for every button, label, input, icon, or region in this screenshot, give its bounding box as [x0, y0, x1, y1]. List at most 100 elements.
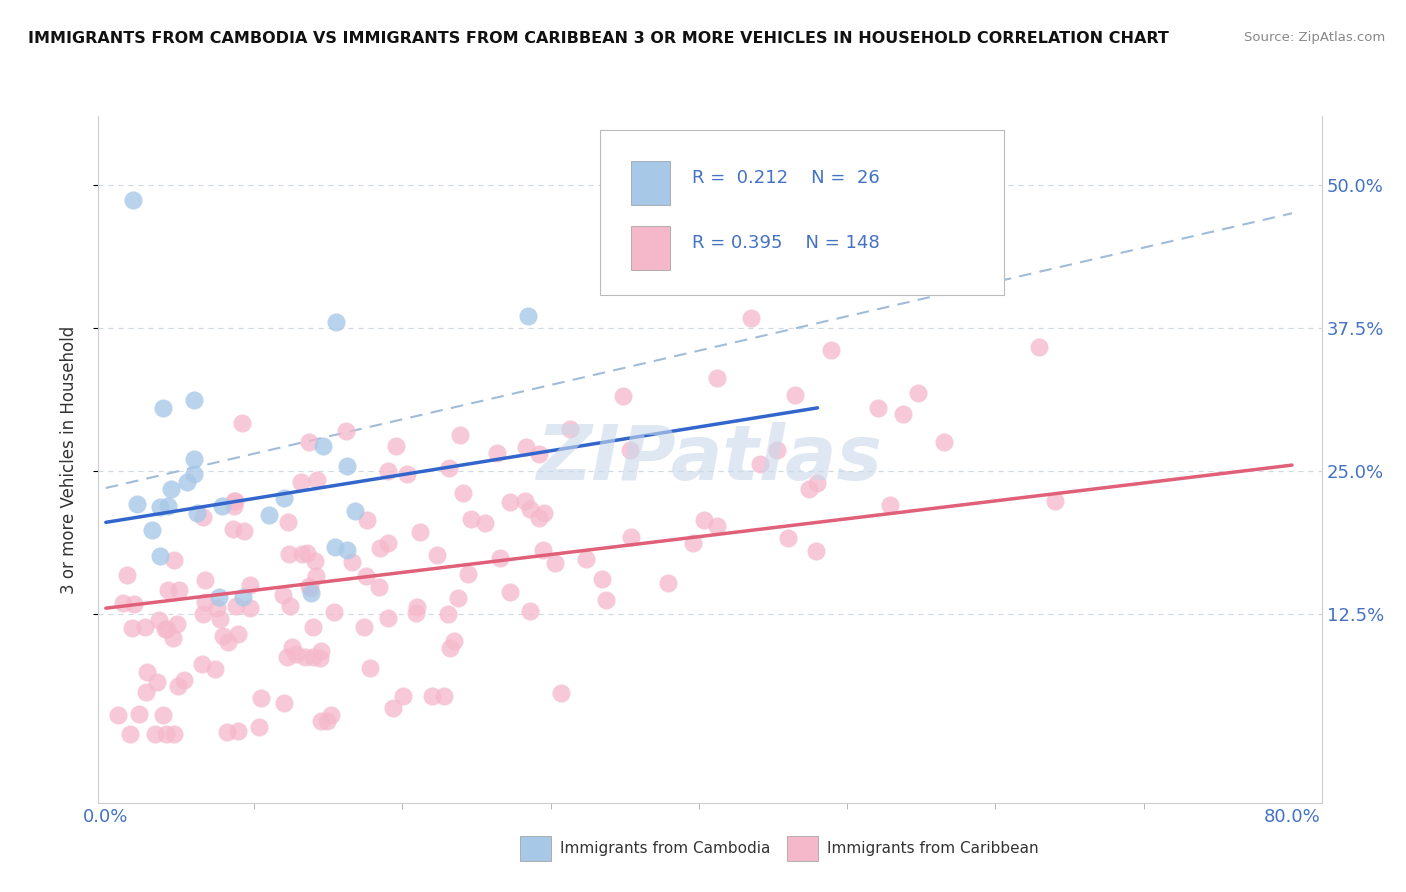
Point	[204, 662, 226, 676]
Point	[657, 576, 679, 591]
Point	[488, 551, 510, 566]
Point	[474, 516, 496, 531]
Point	[370, 541, 392, 556]
Point	[612, 389, 634, 403]
Point	[146, 675, 169, 690]
Point	[385, 439, 408, 453]
Point	[527, 447, 550, 461]
Point	[315, 714, 337, 728]
Point	[149, 549, 172, 563]
Point	[290, 547, 312, 561]
Point	[1028, 340, 1050, 354]
Point	[211, 499, 233, 513]
Point	[308, 651, 330, 665]
Point	[550, 686, 572, 700]
Point	[693, 513, 716, 527]
Point	[776, 532, 799, 546]
Point	[173, 673, 195, 688]
Point	[205, 601, 228, 615]
Point	[128, 707, 150, 722]
Point	[194, 574, 217, 588]
Point	[1043, 494, 1066, 508]
Point	[382, 701, 405, 715]
Point	[377, 611, 399, 625]
Bar	[630, 226, 669, 270]
Point	[155, 727, 177, 741]
Point	[149, 500, 172, 515]
Point	[239, 578, 262, 592]
Point	[460, 512, 482, 526]
Point	[217, 725, 239, 739]
Point	[298, 435, 321, 450]
Point	[305, 568, 328, 582]
Point	[307, 473, 329, 487]
Point	[359, 661, 381, 675]
Point	[163, 727, 186, 741]
Bar	[630, 161, 669, 205]
Point	[513, 494, 536, 508]
Point	[107, 708, 129, 723]
Point	[765, 442, 787, 457]
Point	[135, 685, 157, 699]
Point	[879, 498, 901, 512]
Point	[134, 620, 156, 634]
Point	[118, 727, 141, 741]
Point	[135, 665, 157, 679]
Point	[437, 461, 460, 475]
Point	[340, 555, 363, 569]
Point	[575, 551, 598, 566]
Point	[377, 536, 399, 550]
Point	[706, 519, 728, 533]
Point	[208, 612, 231, 626]
Point	[336, 459, 359, 474]
Point	[183, 392, 205, 407]
Point	[806, 476, 828, 491]
Point	[115, 567, 138, 582]
Point	[335, 543, 357, 558]
Point	[405, 599, 427, 614]
Point	[166, 679, 188, 693]
Point	[233, 524, 256, 538]
Point	[354, 568, 377, 582]
Point	[157, 582, 180, 597]
Point	[156, 622, 179, 636]
Point	[273, 696, 295, 710]
Point	[152, 707, 174, 722]
Point	[250, 691, 273, 706]
Point	[194, 595, 217, 609]
Point	[162, 553, 184, 567]
Point	[208, 590, 231, 604]
Point	[806, 543, 828, 558]
Point	[271, 588, 294, 602]
Point	[176, 475, 198, 489]
Point	[143, 727, 166, 741]
Point	[298, 579, 321, 593]
Point	[499, 584, 522, 599]
Point	[405, 606, 427, 620]
Point	[335, 424, 357, 438]
Point	[295, 545, 318, 559]
Point	[222, 499, 245, 513]
Point	[486, 446, 509, 460]
Point	[368, 580, 391, 594]
Text: Source: ZipAtlas.com: Source: ZipAtlas.com	[1244, 31, 1385, 45]
Point	[157, 500, 180, 514]
Point	[527, 511, 550, 525]
Point	[212, 629, 235, 643]
Point	[619, 443, 641, 458]
Point	[409, 525, 432, 540]
Point	[436, 607, 458, 621]
Point	[433, 690, 456, 704]
Point	[682, 536, 704, 550]
Point	[160, 482, 183, 496]
Point	[122, 597, 145, 611]
Point	[558, 422, 581, 436]
Point	[519, 501, 541, 516]
Point	[112, 596, 135, 610]
Point	[783, 388, 806, 402]
Point	[302, 620, 325, 634]
Point	[323, 605, 346, 619]
Point	[152, 401, 174, 415]
Point	[290, 475, 312, 489]
Point	[820, 343, 842, 357]
